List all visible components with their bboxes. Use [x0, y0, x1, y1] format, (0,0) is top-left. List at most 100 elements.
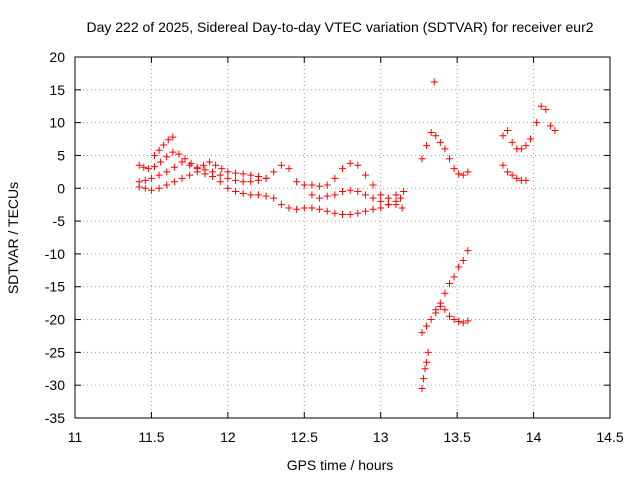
data-point [308, 181, 316, 189]
data-point [377, 197, 385, 205]
series-track-f [308, 186, 406, 212]
data-point [450, 165, 458, 173]
data-point [377, 204, 385, 212]
data-point [369, 194, 377, 202]
data-point [436, 138, 444, 146]
data-point [170, 163, 178, 171]
data-point [216, 171, 224, 179]
data-point [421, 365, 429, 373]
data-point [186, 161, 194, 169]
data-point [277, 161, 285, 169]
data-point [418, 155, 426, 163]
series-track-a [135, 148, 270, 182]
data-point [361, 207, 369, 215]
data-point [239, 170, 247, 178]
data-point [155, 146, 163, 154]
data-point [542, 106, 550, 114]
data-point [436, 302, 444, 310]
data-point [427, 128, 435, 136]
data-point [504, 168, 512, 176]
data-point [504, 127, 512, 135]
data-point [432, 132, 440, 140]
data-point [141, 184, 149, 192]
data-point [392, 201, 400, 209]
series-track-g [418, 128, 472, 179]
data-point [239, 190, 247, 198]
data-point [232, 169, 239, 177]
data-point [316, 194, 324, 202]
data-point [206, 158, 214, 166]
data-point [186, 171, 194, 179]
data-point [427, 316, 435, 324]
y-tick-label: -20 [45, 312, 65, 328]
data-point [455, 170, 463, 178]
data-point [232, 188, 239, 196]
y-tick-label: -35 [45, 410, 65, 426]
data-point [135, 161, 143, 169]
data-point [546, 122, 554, 130]
data-point [254, 191, 262, 199]
data-point [517, 145, 525, 153]
data-point [418, 329, 426, 337]
data-point [155, 171, 163, 179]
data-point [441, 289, 449, 297]
x-tick-label: 12 [220, 429, 236, 445]
grid-lines [75, 57, 610, 418]
data-point [455, 318, 463, 326]
data-point [446, 279, 453, 287]
data-point [459, 171, 467, 179]
data-point [216, 178, 224, 186]
data-point [420, 375, 428, 383]
data-point [239, 178, 247, 186]
data-point [441, 306, 449, 314]
y-tick-label: 5 [57, 147, 65, 163]
data-point [150, 151, 158, 159]
data-point [150, 163, 158, 171]
data-point [400, 188, 408, 196]
data-point [164, 136, 172, 144]
data-point [450, 316, 458, 324]
data-point [464, 168, 472, 176]
chart-title: Day 222 of 2025, Sidereal Day-to-day VTE… [86, 19, 593, 35]
x-tick-labels: 11 11.5 12 12.5 13 13.5 14 14.5 [68, 429, 624, 445]
data-point [354, 209, 362, 217]
series-track-e [262, 159, 408, 202]
y-tick-label: -25 [45, 344, 65, 360]
y-tick-labels: -35 -30 -25 -20 -15 -10 -5 0 5 10 15 20 [45, 49, 65, 426]
data-point [369, 181, 377, 189]
y-tick-label: 15 [49, 82, 65, 98]
data-point [224, 184, 232, 192]
data-point [178, 158, 186, 166]
data-point [441, 145, 449, 153]
data-point [169, 148, 177, 156]
data-point [170, 178, 178, 186]
data-point [193, 168, 201, 176]
data-point [293, 178, 301, 186]
data-point [339, 188, 346, 196]
y-tick-label: -15 [45, 279, 65, 295]
data-point [423, 142, 431, 150]
data-point [323, 181, 331, 189]
x-tick-label: 13.5 [444, 429, 471, 445]
data-point [354, 161, 362, 169]
x-tick-label: 11 [68, 429, 83, 445]
data-point [533, 119, 541, 127]
data-point [459, 256, 467, 264]
data-point [212, 161, 220, 169]
data-point [513, 174, 521, 182]
data-point [144, 165, 152, 173]
data-point [464, 247, 472, 255]
y-tick-label: 0 [57, 180, 65, 196]
plot-frame [74, 56, 611, 419]
data-point [308, 191, 316, 199]
data-point [346, 211, 354, 219]
series-track-h [430, 78, 438, 86]
data-point [308, 204, 316, 212]
data-point [135, 183, 143, 191]
series-track-b [150, 133, 177, 159]
data-point [418, 384, 426, 392]
data-point [163, 181, 171, 189]
data-point [181, 155, 189, 163]
y-tick-label: 10 [49, 115, 65, 131]
